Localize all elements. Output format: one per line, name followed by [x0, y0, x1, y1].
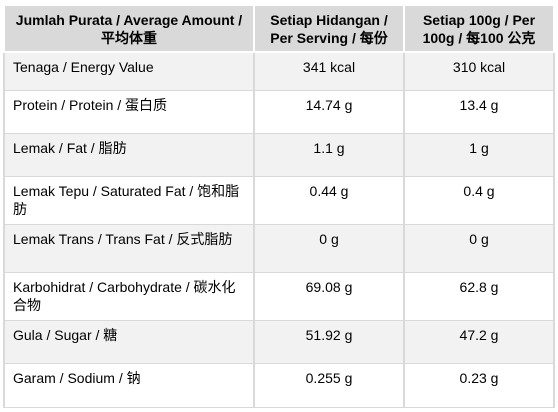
row-per-serving-value: 69.08 g: [253, 271, 405, 321]
row-per-100g-value: 13.4 g: [403, 89, 555, 134]
row-per-serving-value: 0 g: [253, 223, 405, 273]
row-label: Lemak Trans / Trans Fat / 反式脂肪: [3, 223, 255, 273]
table-row-energy: Tenaga / Energy Value 341 kcal 310 kcal: [3, 51, 555, 91]
table-row-sugar: Gula / Sugar / 糖 51.92 g 47.2 g: [3, 319, 555, 364]
row-label: Karbohidrat / Carbohydrate / 碳水化合物: [3, 271, 255, 321]
row-per-serving-value: 0.44 g: [253, 175, 405, 225]
nutrition-facts-table: Jumlah Purata / Average Amount / 平均体重 Se…: [3, 4, 555, 408]
row-per-serving-value: 1.1 g: [253, 132, 405, 177]
row-per-100g-value: 1 g: [403, 132, 555, 177]
row-per-100g-value: 0 g: [403, 223, 555, 273]
row-label: Gula / Sugar / 糖: [3, 319, 255, 364]
row-per-100g-value: 47.2 g: [403, 319, 555, 364]
row-label: Lemak Tepu / Saturated Fat / 饱和脂肪: [3, 175, 255, 225]
table-row-saturated-fat: Lemak Tepu / Saturated Fat / 饱和脂肪 0.44 g…: [3, 175, 555, 225]
nutrition-table-container: Jumlah Purata / Average Amount / 平均体重 Se…: [3, 4, 555, 408]
row-per-100g-value: 310 kcal: [403, 51, 555, 91]
table-row-trans-fat: Lemak Trans / Trans Fat / 反式脂肪 0 g 0 g: [3, 223, 555, 273]
row-per-serving-value: 341 kcal: [253, 51, 405, 91]
row-per-serving-value: 14.74 g: [253, 89, 405, 134]
row-label: Tenaga / Energy Value: [3, 51, 255, 91]
table-row-fat: Lemak / Fat / 脂肪 1.1 g 1 g: [3, 132, 555, 177]
row-label: Protein / Protein / 蛋白质: [3, 89, 255, 134]
header-per-serving: Setiap Hidangan / Per Serving / 每份: [253, 4, 405, 53]
header-average-amount: Jumlah Purata / Average Amount / 平均体重: [3, 4, 255, 53]
row-per-serving-value: 0.255 g: [253, 362, 405, 408]
table-row-sodium: Garam / Sodium / 钠 0.255 g 0.23 g: [3, 362, 555, 408]
row-per-100g-value: 0.4 g: [403, 175, 555, 225]
table-row-carbohydrate: Karbohidrat / Carbohydrate / 碳水化合物 69.08…: [3, 271, 555, 321]
table-header-row: Jumlah Purata / Average Amount / 平均体重 Se…: [3, 4, 555, 53]
row-label-text: Lemak Trans / Trans Fat / 反式脂肪: [13, 230, 233, 247]
row-label: Lemak / Fat / 脂肪: [3, 132, 255, 177]
table-row-protein: Protein / Protein / 蛋白质 14.74 g 13.4 g: [3, 89, 555, 134]
row-label-text: Lemak Tepu / Saturated Fat / 饱和脂肪: [13, 182, 240, 217]
row-label: Garam / Sodium / 钠: [3, 362, 255, 408]
row-per-100g-value: 62.8 g: [403, 271, 555, 321]
row-per-100g-value: 0.23 g: [403, 362, 555, 408]
header-per-100g: Setiap 100g / Per 100g / 每100 公克: [403, 4, 555, 53]
row-per-serving-value: 51.92 g: [253, 319, 405, 364]
